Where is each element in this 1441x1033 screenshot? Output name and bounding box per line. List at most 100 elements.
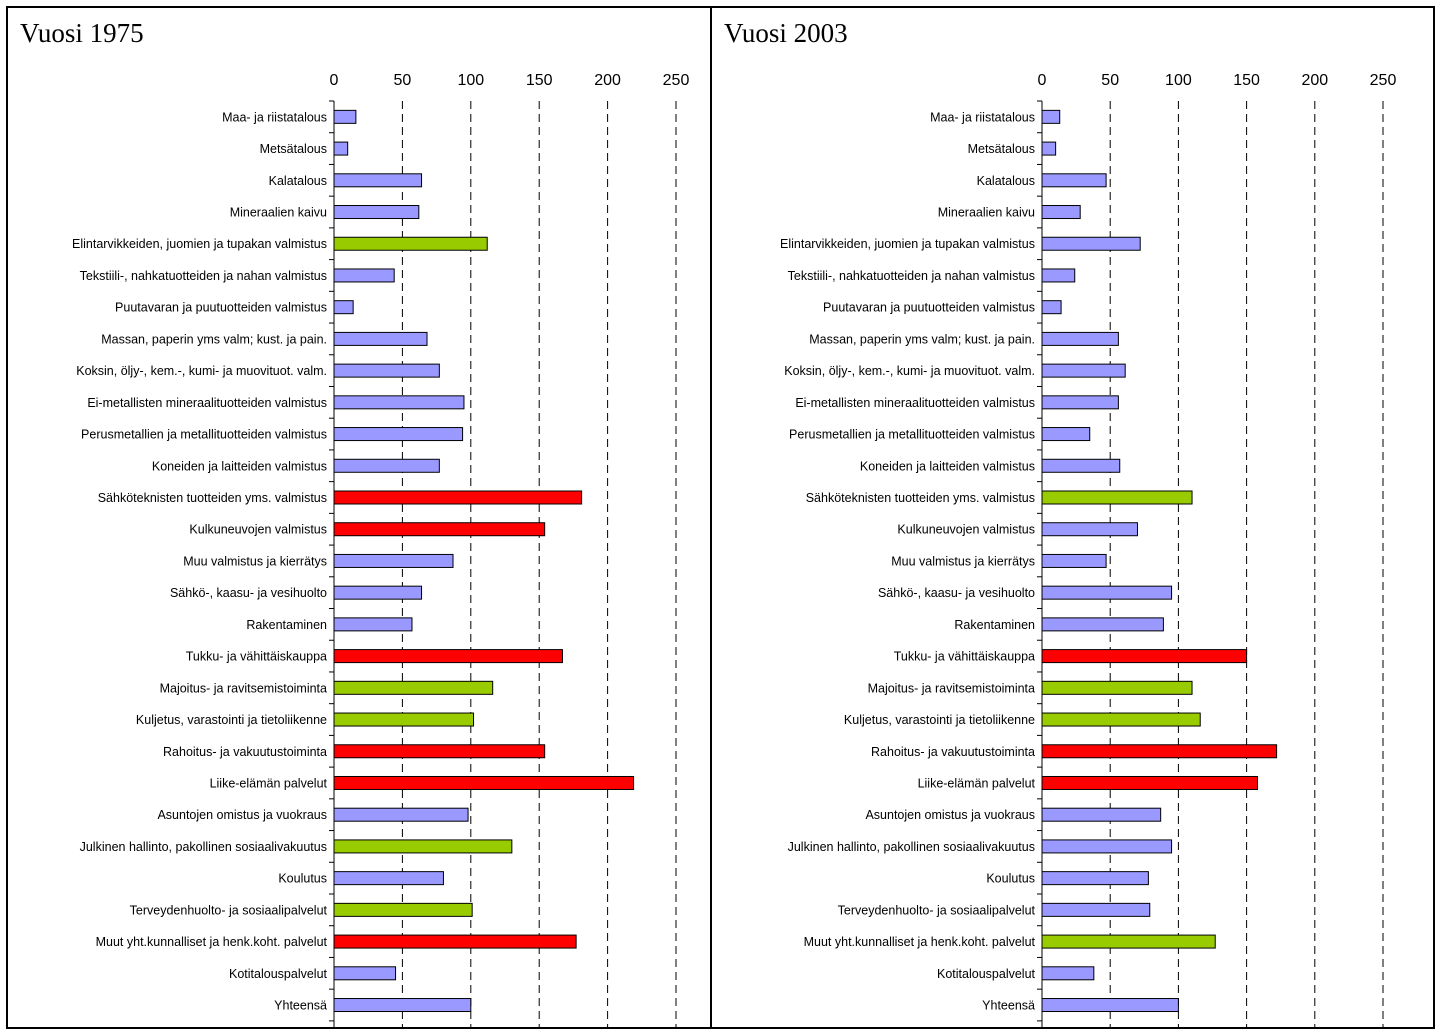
x-tick-label: 0 (330, 72, 339, 89)
bar (333, 109, 357, 124)
bar (333, 617, 413, 632)
category-label: Maa- ja riistatalous (222, 110, 327, 124)
bar (1041, 300, 1062, 315)
category-label: Rahoitus- ja vakuutustoiminta (163, 745, 327, 759)
category-label: Ei-metallisten mineraalituotteiden valmi… (795, 396, 1035, 410)
bar (1041, 744, 1278, 759)
bar (333, 585, 423, 600)
category-label: Mineraalien kaivu (938, 206, 1035, 220)
category-label: Asuntojen omistus ja vuokraus (157, 808, 327, 822)
bar (1041, 585, 1173, 600)
category-label: Koulutus (278, 872, 327, 886)
category-label: Sähkö-, kaasu- ja vesihuolto (878, 586, 1035, 600)
category-label: Kalatalous (269, 174, 327, 188)
category-label: Liike-elämän palvelut (210, 776, 328, 790)
bar (333, 680, 494, 695)
bar (333, 205, 420, 220)
category-label: Terveydenhuolto- ja sosiaalipalvelut (130, 903, 328, 917)
bar (333, 300, 354, 315)
bar (1041, 173, 1107, 188)
bar (1041, 680, 1193, 695)
category-label: Elintarvikkeiden, juomien ja tupakan val… (72, 237, 327, 251)
bar (1041, 490, 1193, 505)
bar (1041, 712, 1201, 727)
category-label: Puutavaran ja puutuotteiden valmistus (115, 301, 327, 315)
bar (1041, 998, 1179, 1013)
category-label: Rakentaminen (954, 618, 1035, 632)
category-label: Muut yht.kunnalliset ja henk.koht. palve… (96, 935, 328, 949)
bar (1041, 934, 1216, 949)
category-label: Mineraalien kaivu (230, 206, 327, 220)
category-label: Sähköteknisten tuotteiden yms. valmistus (98, 491, 327, 505)
bar (1041, 331, 1119, 346)
chart-title: Vuosi 1975 (20, 18, 144, 48)
x-tick-label: 200 (1301, 72, 1328, 89)
bar (333, 395, 465, 410)
category-label: Julkinen hallinto, pakollinen sosiaaliva… (788, 840, 1035, 854)
bar (333, 141, 349, 156)
bar (333, 236, 488, 251)
bar (1041, 427, 1091, 442)
bar (333, 268, 395, 283)
category-label: Tukku- ja vähittäiskauppa (894, 650, 1035, 664)
bar (1041, 395, 1119, 410)
bar (333, 871, 444, 886)
x-tick-label: 250 (1370, 72, 1397, 89)
bar (333, 902, 473, 917)
x-tick-label: 100 (457, 72, 484, 89)
bar (333, 490, 583, 505)
category-label: Sähkö-, kaasu- ja vesihuolto (170, 586, 327, 600)
category-label: Koksin, öljy-, kem.-, kumi- ja muovituot… (784, 364, 1035, 378)
category-label: Rakentaminen (246, 618, 327, 632)
bar (333, 331, 428, 346)
category-label: Koulutus (986, 872, 1035, 886)
category-label: Perusmetallien ja metallituotteiden valm… (81, 428, 327, 442)
category-label: Rahoitus- ja vakuutustoiminta (871, 745, 1035, 759)
bar (333, 173, 423, 188)
x-tick-label: 150 (526, 72, 553, 89)
bar (1041, 458, 1121, 473)
category-label: Kalatalous (977, 174, 1035, 188)
category-label: Perusmetallien ja metallituotteiden valm… (789, 428, 1035, 442)
category-label: Kuljetus, varastointi ja tietoliikenne (136, 713, 327, 727)
category-label: Julkinen hallinto, pakollinen sosiaaliva… (80, 840, 327, 854)
category-label: Kulkuneuvojen valmistus (897, 523, 1035, 537)
bar (1041, 205, 1081, 220)
x-tick-label: 200 (594, 72, 621, 89)
category-label: Muut yht.kunnalliset ja henk.koht. palve… (804, 935, 1036, 949)
x-tick-label: 0 (1038, 72, 1047, 89)
bar (333, 839, 513, 854)
category-label: Puutavaran ja puutuotteiden valmistus (823, 301, 1035, 315)
bar (333, 363, 440, 378)
category-label: Yhteensä (982, 999, 1035, 1013)
category-label: Asuntojen omistus ja vuokraus (865, 808, 1035, 822)
category-label: Liike-elämän palvelut (918, 776, 1036, 790)
bar (1041, 363, 1126, 378)
bar-chart-2003: 0 50 100 150 200 250 Maa- ja riistatalous Metsä… (780, 72, 1397, 1027)
bar (333, 934, 577, 949)
bar (333, 807, 469, 822)
category-label: Koneiden ja laitteiden valmistus (860, 459, 1035, 473)
bar (333, 966, 397, 981)
category-label: Muu valmistus ja kierrätys (183, 554, 327, 568)
bar (1041, 236, 1141, 251)
bar (1041, 553, 1107, 568)
bar (1041, 775, 1259, 790)
category-label: Muu valmistus ja kierrätys (891, 554, 1035, 568)
chart-title: Vuosi 2003 (724, 18, 848, 48)
x-tick-label: 50 (1101, 72, 1119, 89)
bar (333, 522, 546, 537)
category-label: Maa- ja riistatalous (930, 110, 1035, 124)
bar (333, 458, 440, 473)
bar (333, 553, 454, 568)
bar (1041, 617, 1164, 632)
bar (1041, 268, 1076, 283)
bar (333, 427, 464, 442)
bar (1041, 966, 1095, 981)
category-label: Tukku- ja vähittäiskauppa (186, 650, 327, 664)
bar (333, 998, 472, 1013)
category-label: Metsätalous (260, 142, 327, 156)
x-tick-label: 250 (663, 72, 690, 89)
category-label: Massan, paperin yms valm; kust. ja pain. (101, 332, 327, 346)
bar (1041, 902, 1151, 917)
